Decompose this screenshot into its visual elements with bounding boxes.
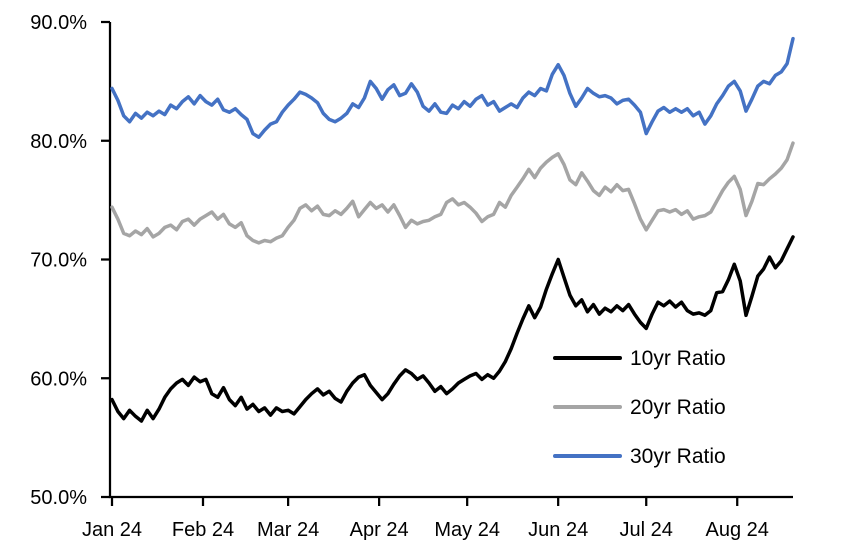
- series-line-10yr-ratio: [110, 235, 795, 423]
- axis-lines: [108, 22, 793, 499]
- legend-label-20yr: 20yr Ratio: [630, 395, 726, 419]
- x-tick-label: Jan 24: [82, 519, 142, 541]
- legend-item-30yr-ratio: 30yr Ratio: [553, 442, 726, 470]
- y-tick-label: 80.0%: [30, 131, 87, 153]
- legend-line-sample-20yr: [553, 405, 622, 409]
- x-tick-label: Feb 24: [172, 519, 234, 541]
- legend-item-10yr-ratio: 10yr Ratio: [553, 344, 726, 372]
- legend-label-10yr: 10yr Ratio: [630, 346, 726, 370]
- x-tick-label: Apr 24: [350, 519, 409, 541]
- x-tick-label: Jul 24: [620, 519, 673, 541]
- legend-label-30yr: 30yr Ratio: [630, 444, 726, 468]
- x-tick-label: Aug 24: [706, 519, 769, 541]
- series-line-30yr-ratio: [110, 36, 795, 139]
- legend-line-sample-10yr: [553, 356, 622, 360]
- series-line-20yr-ratio: [110, 141, 795, 245]
- y-tick-label: 90.0%: [30, 12, 87, 34]
- y-tick-label: 50.0%: [30, 487, 87, 509]
- x-tick-label: Mar 24: [257, 519, 319, 541]
- y-tick-label: 70.0%: [30, 250, 87, 272]
- y-tick-label: 60.0%: [30, 368, 87, 390]
- x-tick-label: May 24: [434, 519, 500, 541]
- x-tick-label: Jun 24: [528, 519, 588, 541]
- legend-item-20yr-ratio: 20yr Ratio: [553, 393, 726, 421]
- legend-line-sample-30yr: [553, 454, 622, 458]
